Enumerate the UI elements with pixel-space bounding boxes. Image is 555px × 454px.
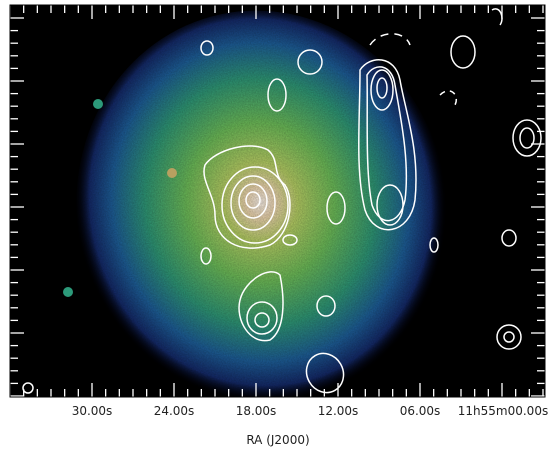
source (63, 287, 73, 297)
x-tick-label: 24.00s (154, 404, 195, 418)
x-tick-label: 06.00s (400, 404, 441, 418)
x-axis-label: RA (J2000) (246, 433, 309, 447)
x-tick-label: 18.00s (236, 404, 277, 418)
x-tick-label: 30.00s (72, 404, 113, 418)
source (93, 99, 103, 109)
figure: 30.00s 24.00s 18.00s 12.00s 06.00s 11h55m00.0… (0, 0, 555, 454)
figure-svg: 30.00s 24.00s 18.00s 12.00s 06.00s 11h55m00.0… (0, 0, 555, 454)
source (167, 168, 177, 178)
x-tick-label: 11h55m00.00s (458, 404, 548, 418)
image-panel (10, 0, 545, 444)
x-tick-label: 12.00s (318, 404, 359, 418)
